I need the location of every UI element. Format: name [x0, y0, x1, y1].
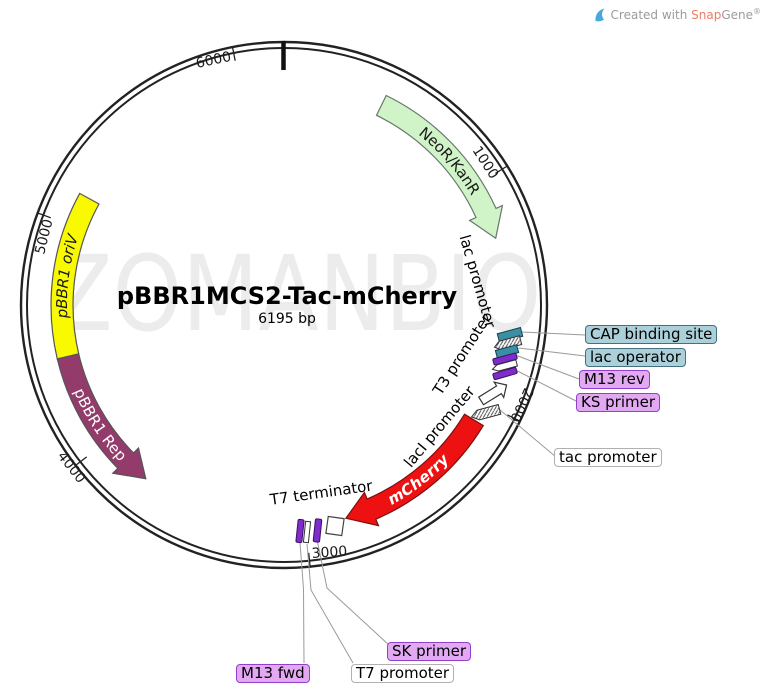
tick-label-5000: 5000	[32, 218, 56, 256]
tick-label-3000: 3000	[311, 544, 348, 562]
feature-label-neor-kanr: NeoR/KanR	[415, 123, 483, 198]
feature-mcherry[interactable]	[344, 413, 485, 527]
tick-label-4000: 4000	[54, 449, 89, 487]
plasmid-size: 6195 bp	[258, 311, 316, 327]
credit-text: Created with SnapGene®	[610, 7, 761, 22]
marker-tac-promoter[interactable]	[470, 403, 502, 422]
tick-6000	[231, 45, 236, 61]
plasmid-title: pBBR1MCS2-Tac-mCherry	[116, 282, 458, 310]
tick-4000	[74, 456, 88, 467]
marker-m13-fwd[interactable]	[295, 518, 305, 544]
leader-sk-primer	[317, 541, 390, 646]
feature-label-pbbr1-rep: pBBR1 Rep	[70, 385, 130, 464]
callout-sk-primer[interactable]: SK primer	[387, 642, 471, 661]
feature-neor-kanr[interactable]	[375, 94, 504, 240]
marker-t7-promoter[interactable]	[302, 520, 312, 544]
marker-t3-promoter[interactable]	[491, 359, 519, 373]
callout-lac-operator[interactable]: lac operator	[585, 348, 686, 367]
marker-ks-primer[interactable]	[492, 366, 518, 381]
marker-laci-promoter[interactable]	[476, 377, 511, 408]
leader-lac-operator	[518, 347, 586, 357]
marker-t7-terminator[interactable]	[325, 515, 345, 537]
callout-cap-binding-site[interactable]: CAP binding site	[585, 325, 718, 344]
snapgene-logo-icon	[594, 8, 605, 21]
watermark: ZOMANBIO	[52, 233, 542, 355]
feature-pbbr1-rep[interactable]	[56, 353, 147, 480]
callout-ks-primer[interactable]: KS primer	[576, 393, 660, 412]
tick-1000	[495, 164, 509, 174]
leader-ks-primer	[516, 370, 577, 402]
tick-5000	[36, 211, 52, 219]
credit-brand-snap: Snap	[691, 8, 722, 22]
leader-m13-rev	[516, 355, 580, 380]
tick-2000	[507, 414, 522, 423]
snapgene-credit: Created with SnapGene®	[594, 7, 761, 22]
tick-3000	[308, 552, 311, 568]
marker-sk-primer[interactable]	[312, 518, 323, 543]
callout-tac-promoter[interactable]: tac promoter	[554, 448, 662, 467]
callout-m13-fwd[interactable]: M13 fwd	[236, 664, 310, 683]
leader-lines	[299, 331, 586, 664]
leader-cap-binding-site	[521, 331, 586, 336]
tick-label-6000: 6000	[195, 49, 233, 72]
leader-t7-promoter	[306, 543, 354, 664]
scale-ticks	[36, 45, 522, 568]
callout-t7-promoter[interactable]: T7 promoter	[351, 664, 455, 683]
leader-m13-fwd	[299, 542, 305, 664]
leader-tac-promoter	[499, 409, 557, 458]
callout-m13-rev[interactable]: M13 rev	[579, 370, 650, 389]
